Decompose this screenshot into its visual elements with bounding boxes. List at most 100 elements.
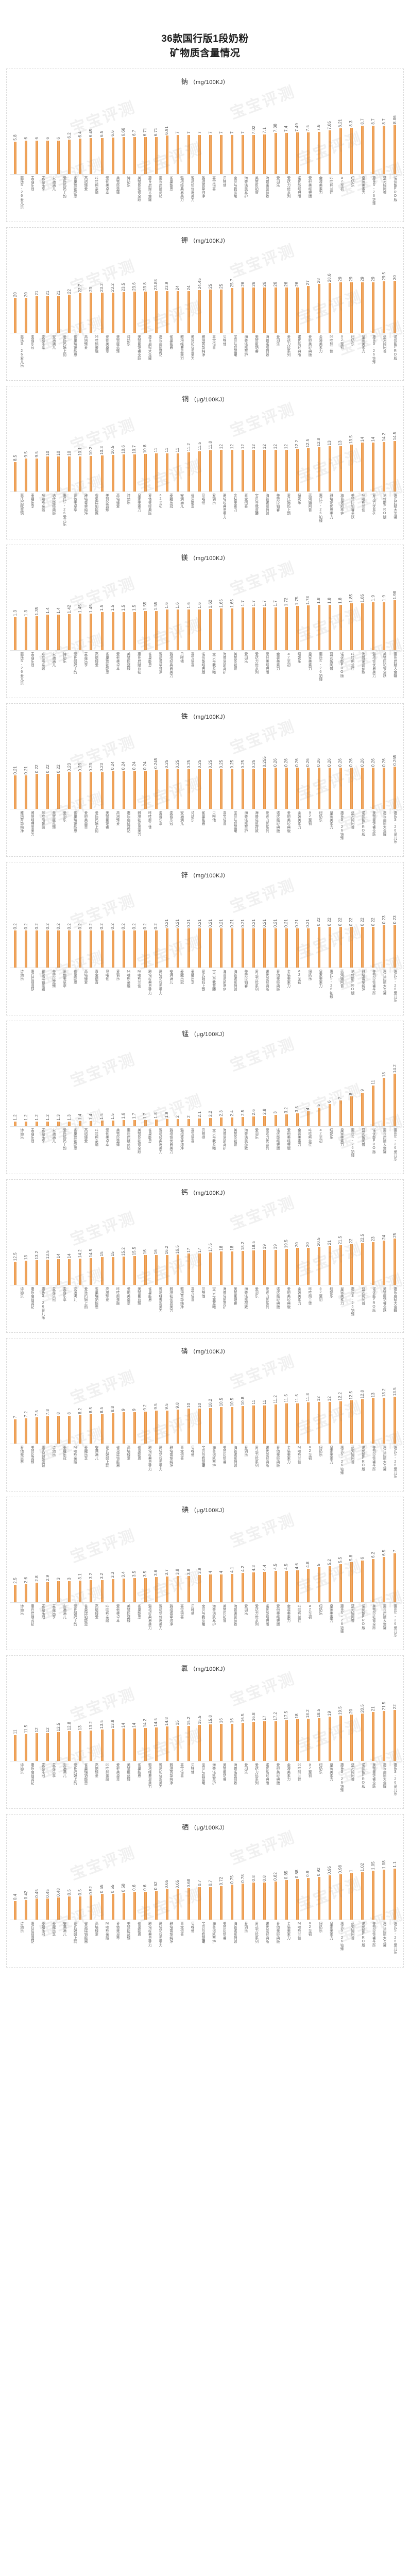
bar: [306, 768, 310, 809]
bar: [328, 768, 331, 809]
bar-column: 0.21: [173, 880, 183, 968]
bar-value-label: 0.55: [110, 1884, 115, 1893]
category-label: 诺优能经典版: [276, 811, 280, 833]
category-axis: 诗幼乐 惠氏启赋蓝钻 麦蔻乐冠 麦蔻乐享 安满满儿 爱氏妈妈上韵 雀巢瑞铂能恩 高培臻爱 咔哇熊…: [10, 1920, 400, 1967]
bar-column: 23: [86, 246, 96, 333]
bar: [90, 1414, 93, 1444]
category-label: 海普诺凯荷致: [233, 970, 237, 992]
bar-column: 0.65: [173, 1833, 183, 1920]
bar: [263, 1721, 266, 1761]
bar-column: 24: [379, 1198, 389, 1285]
category-label: 金装美素力: [286, 1763, 291, 1782]
bar-column: 1.05: [368, 1833, 379, 1920]
plot-area: 0.4 0.42 0.45 0.45 0.48 0.5 0.5 0.52 0.55 0.55 0.5…: [7, 1833, 403, 1967]
bar-column: 1.8: [314, 563, 324, 651]
bar-column: 1.5: [97, 1039, 108, 1127]
category-label: 蓝河姆阿普: [383, 176, 387, 195]
bar: [242, 1573, 245, 1603]
bar-value-label: 0.23: [77, 762, 82, 772]
category-label: 高培臻爱: [84, 1128, 88, 1143]
bar-column: 17: [194, 1198, 205, 1285]
bar-column: 1.78: [303, 563, 314, 651]
bar-column: 1.85: [357, 563, 368, 651]
bar: [36, 616, 39, 651]
category-label: 诺优能PRO版: [383, 494, 387, 519]
bar-column: 4: [216, 1515, 227, 1603]
bar-column: 10.5: [216, 1357, 227, 1444]
bar: [274, 1571, 277, 1603]
bar-column: 8.7: [368, 87, 379, 175]
category-label: 爱氏妈妈上韵: [62, 1128, 66, 1150]
bar-column: 0.21: [237, 880, 248, 968]
bar-value-label: 11: [153, 448, 159, 453]
bar: [394, 1710, 397, 1761]
bar-column: 1.45: [86, 563, 96, 651]
category-label: 麦蔻乐冠: [41, 1763, 45, 1778]
category-label: 雀巢能恩: [169, 176, 173, 191]
bar-value-label: 4.5: [273, 1564, 278, 1570]
bar-value-label: 0.255: [262, 756, 267, 768]
bar-value-label: 2: [175, 1115, 180, 1118]
bar-column: 11.5: [292, 1357, 303, 1444]
category-label: 惠氏启赋大金罐: [383, 1128, 387, 1154]
bar-column: 14.5: [389, 404, 400, 492]
bar-value-label: 4.8: [305, 1562, 311, 1568]
chart-card-锌: 宝宝评测 宝宝评测 宝宝评测 宝宝评测 宝宝评测 宝宝评测锌 （mg/100KJ） 0.2 0…: [6, 862, 404, 1016]
category-label: 美赞臣蓝臻: [30, 1446, 35, 1464]
category-label: 宝贝与我蓝曦: [201, 1446, 205, 1468]
category-label: 美赞臣铂睿: [223, 1763, 227, 1782]
category-label: 麦蔻乐享: [52, 1922, 56, 1937]
category-label: 惠氏S-26铂臻: [329, 970, 333, 999]
bar-column: 0.22: [346, 880, 357, 968]
bar: [252, 1722, 255, 1761]
category-label: 贝唯他: [201, 1128, 205, 1140]
bar-value-label: 0.2: [12, 923, 18, 930]
category-label: a2至初: [340, 335, 344, 350]
bar-value-label: 10.5: [110, 445, 115, 454]
bar-column: 11: [173, 404, 183, 492]
bar-column: 9.5: [31, 404, 42, 492]
bar-column: 7.02: [248, 87, 259, 175]
bar: [133, 1412, 136, 1444]
bar: [394, 600, 397, 651]
bar: [350, 1873, 353, 1920]
category-label: 爱他美卓萃: [62, 970, 66, 988]
bar: [100, 1414, 104, 1444]
category-label: 美赞臣蓝臻: [52, 970, 56, 988]
category-label: 惠氏S-26爱儿乐: [393, 1763, 397, 1796]
chart-card-铁: 宝宝评测 宝宝评测 宝宝评测 宝宝评测 宝宝评测 宝宝评测铁 （mg/100KJ） 0.21…: [6, 703, 404, 857]
category-label: 麦蔻乐冠: [30, 1128, 35, 1143]
bar-value-label: 10.5: [218, 1397, 224, 1406]
category-axis: 爱他美卓萃 美赞臣蓝臻 惠氏启赋蓝钻 诗幼乐 麦蔻乐冠 咔哇熊亲融 麦蔻乐享 安满满儿 爱氏妈妈…: [10, 1444, 400, 1491]
bar: [296, 449, 299, 492]
bar: [176, 609, 179, 651]
bar-value-label: 12.8: [66, 1721, 72, 1731]
category-label: 安满满儿: [169, 970, 173, 985]
category-label: 纽奶乐: [318, 1922, 322, 1933]
category-label: 诺优能经典版: [265, 970, 269, 992]
bar-value-label: 21.5: [338, 1235, 343, 1245]
chart-card-硒: 宝宝评测 宝宝评测 宝宝评测 宝宝评测 宝宝评测 宝宝评测硒 （μg/100KJ） 0.4 0…: [6, 1814, 404, 1968]
bar-column: 11.5: [194, 404, 205, 492]
category-label: 诗幼乐: [20, 970, 24, 981]
bar: [176, 1889, 179, 1920]
chart-title-unit: （mg/100KJ）: [188, 714, 229, 721]
category-label: 美赞臣蓝臻: [137, 1287, 141, 1306]
bar-column: 1.4: [42, 563, 53, 651]
bar-series: 20 20 21 21 21 22 22.7 23 23.2 23.2 23.5 23.6 23.8 23…: [10, 246, 400, 334]
bar-value-label: 10.8: [143, 444, 148, 453]
category-label: 美赞臣铂睿全跃: [372, 811, 376, 837]
category-label: 高培臻爱: [116, 494, 120, 509]
bar: [122, 1728, 125, 1761]
category-label: 惠氏S-26爱儿乐: [393, 1446, 397, 1479]
category-label: 爱达力优系列: [265, 1128, 269, 1150]
bar-column: 1.62: [205, 563, 216, 651]
bar-column: 7.4: [281, 87, 292, 175]
category-label: 惠氏S-26爱儿乐: [62, 494, 66, 527]
bar: [328, 605, 331, 651]
category-label: 惠氏S-26铂臻: [340, 811, 344, 840]
bar-value-label: 8.7: [381, 118, 386, 125]
category-label: 美赞臣铂睿: [223, 1604, 227, 1623]
bar-value-label: 26: [295, 281, 300, 287]
category-label: 惠氏S-26铂臻: [372, 176, 376, 206]
